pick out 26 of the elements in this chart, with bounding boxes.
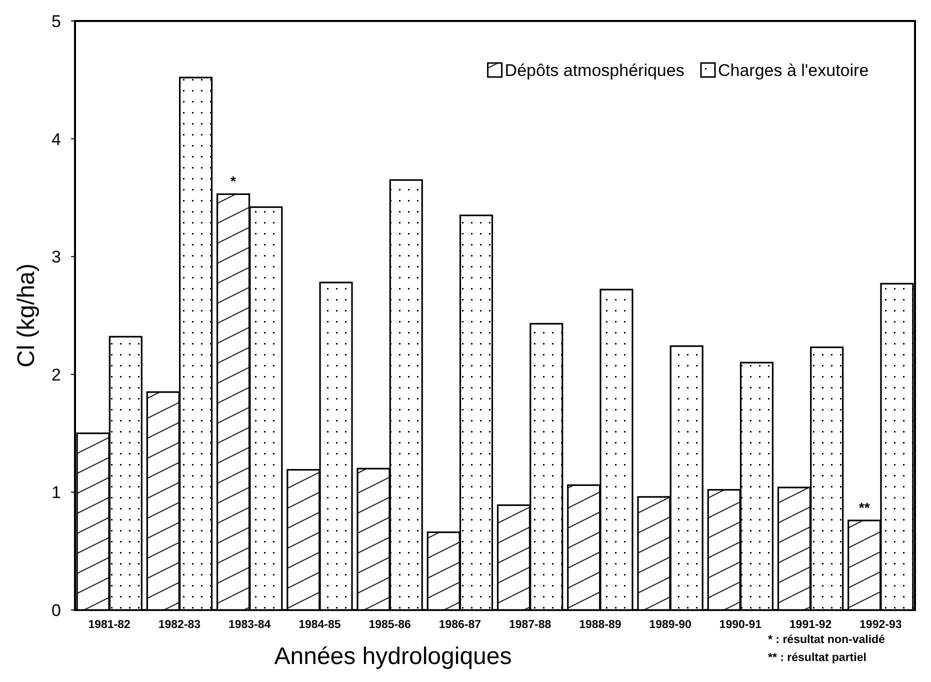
text: * : résultat non-validé (768, 634, 885, 646)
x-tick-label: 1991-92 (789, 619, 832, 631)
x-tick-label: 1983-84 (228, 619, 272, 631)
text: ** : résultat partiel (768, 652, 866, 664)
x-tick-label: 1981-82 (88, 619, 130, 631)
annotation: ** (858, 499, 870, 516)
y-tick-label: 3 (52, 248, 61, 267)
legend-label: Dépôts atmosphériques (504, 61, 684, 80)
y-tick-label: 5 (52, 12, 61, 31)
annotation: * (230, 173, 237, 190)
y-tick-label: 1 (52, 483, 61, 502)
y-tick-label: 0 (52, 601, 61, 620)
x-tick-label: 1985-86 (368, 619, 411, 631)
x-tick-label: 1982-83 (158, 619, 201, 631)
x-tick-label: 1984-85 (298, 619, 342, 631)
y-tick-label: 2 (52, 365, 61, 384)
x-axis-title: Années hydrologiques (274, 643, 512, 670)
x-tick-label: 1990-91 (719, 619, 762, 631)
x-tick-label: 1987-88 (508, 619, 552, 631)
y-tick-label: 4 (52, 130, 61, 149)
x-tick-label: 1992-93 (860, 619, 902, 631)
x-tick-label: 1989-90 (649, 619, 692, 631)
y-axis-title: Cl (kg/ha) (13, 263, 40, 368)
legend-label: Charges à l'exutoire (718, 61, 869, 80)
x-tick-label: 1986-87 (438, 619, 482, 631)
x-tick-label: 1988-89 (579, 619, 622, 631)
